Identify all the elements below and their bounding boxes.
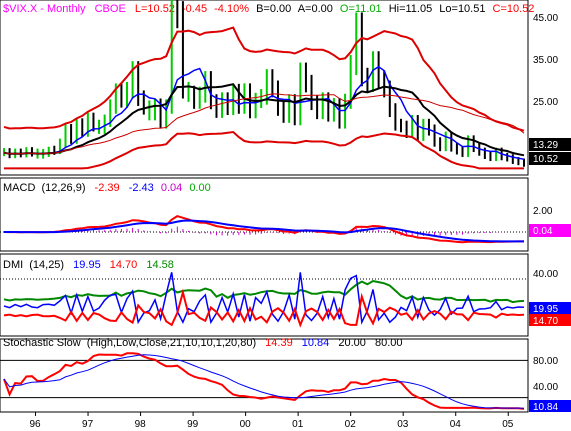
macd-v3: 0.04 (161, 182, 182, 194)
dmi-box-2-label: 14.70 (533, 316, 558, 327)
last-text: L=10.52 (135, 3, 175, 15)
dmi-v2: 14.70 (110, 259, 138, 271)
macd-v1: -2.39 (95, 182, 120, 194)
high-text: Hi=11.05 (389, 3, 433, 15)
dmi-box-1 (529, 302, 571, 314)
price-label-2: 10.52 (533, 154, 558, 165)
stoch-header: Stochastic Slow (High,Low,Close,21,10,10… (3, 337, 402, 349)
y-tick-25: 25.00 (533, 97, 558, 108)
dmi-tick: 40.00 (533, 269, 558, 280)
macd-signal-line (4, 219, 524, 243)
macd-label: MACD (3, 182, 35, 194)
macd-panel-frame (0, 177, 529, 252)
stoch-box (529, 400, 571, 412)
dmi-v3: 14.58 (146, 259, 174, 271)
open-text: O=11.01 (340, 3, 382, 15)
dmi-label: DMI (3, 259, 23, 271)
macd-line (3, 215, 524, 244)
x-tick-label: 02 (345, 419, 357, 430)
band-lower-line (4, 130, 524, 170)
macd-v4: 0.00 (189, 182, 210, 194)
ma-long-term-line (3, 93, 525, 155)
x-tick-label: 03 (397, 419, 409, 430)
macd-v2: -2.43 (129, 182, 154, 194)
stoch-d-line (3, 354, 525, 409)
x-tick-label: 01 (292, 419, 304, 430)
price-series (3, 0, 525, 170)
symbol-label: $VIX.X - Monthly CBOE L=10.52 -0.45 -4.1… (3, 3, 534, 15)
stoch-box-label: 10.84 (533, 402, 558, 413)
source-text: CBOE (95, 3, 126, 15)
x-tick-label: 99 (187, 419, 199, 430)
x-tick-label: 98 (135, 419, 147, 430)
macd-header: MACD (12,26,9) -2.39 -2.43 0.04 0.00 (3, 182, 211, 194)
bid-text: B=0.00 (256, 3, 291, 15)
stoch-v4: 80.00 (375, 337, 403, 349)
price-label-1: 13.29 (533, 140, 558, 151)
macd-value-label: 0.04 (533, 226, 553, 237)
stoch-params: (High,Low,Close,21,10,10,1,20,80) (87, 337, 256, 349)
ask-text: A=0.00 (298, 3, 333, 15)
ma-long-line (3, 83, 525, 157)
macd-params: (12,26,9) (41, 182, 85, 194)
stoch-tick-80: 80.00 (533, 356, 558, 367)
y-tick-45: 45.00 (533, 13, 558, 24)
stoch-k-line (3, 352, 525, 410)
x-tick-label: 96 (30, 419, 42, 430)
x-tick-label: 05 (502, 419, 514, 430)
stoch-label: Stochastic Slow (3, 337, 81, 349)
close-text: C=10.52 (493, 3, 535, 15)
low-text: Lo=10.51 (439, 3, 485, 15)
dmi-adx-line (3, 279, 525, 304)
pct-text: -4.10% (214, 3, 249, 15)
dmi-v1: 19.95 (73, 259, 101, 271)
dmi-box-1-label: 19.95 (533, 304, 558, 315)
macd-tick: 2.00 (533, 206, 553, 217)
price-label-box-1 (529, 138, 571, 151)
dmi-minus-line (3, 288, 525, 328)
change-text: -0.45 (182, 3, 207, 15)
dmi-header: DMI (14,25) 19.95 14.70 14.58 (3, 259, 174, 271)
price-label-box-2 (529, 152, 571, 165)
symbol-text: $VIX.X - Monthly (3, 3, 86, 15)
stoch-v1: 14.39 (265, 337, 293, 349)
x-tick-label: 04 (450, 419, 462, 430)
band-upper-line (3, 26, 525, 132)
dmi-params: (14,25) (29, 259, 64, 271)
price-panel-frame (0, 0, 529, 176)
stoch-panel-frame (0, 338, 529, 413)
stoch-v3: 20.00 (338, 337, 366, 349)
x-tick-label: 97 (82, 419, 94, 430)
y-tick-35: 35.00 (533, 55, 558, 66)
stoch-tick-40: 40.00 (533, 382, 558, 393)
dmi-box-2 (529, 314, 571, 326)
stoch-v2: 10.84 (302, 337, 330, 349)
macd-value-box (529, 224, 571, 237)
x-tick-label: 00 (240, 419, 252, 430)
indicator-series (0, 215, 528, 410)
x-axis: 96 97 98 99 00 01 02 03 04 05 (30, 412, 514, 430)
